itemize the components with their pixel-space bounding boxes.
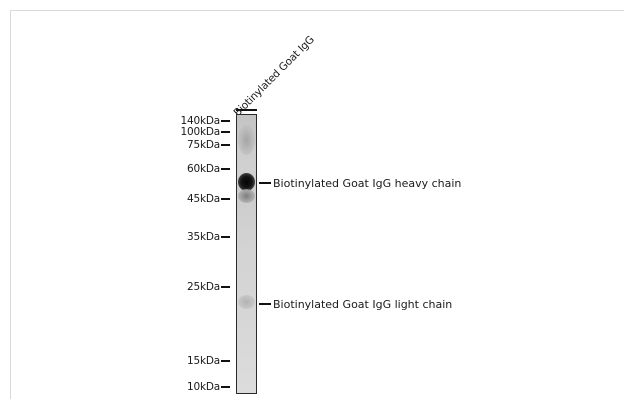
marker-tick xyxy=(221,131,230,133)
marker-label: 45kDa xyxy=(187,193,220,205)
marker-label: 100kDa xyxy=(180,126,221,138)
annotation-pointer xyxy=(259,182,271,184)
heavy-chain-label: Biotinylated Goat IgG heavy chain xyxy=(273,176,462,190)
marker-140kda: 140kDa xyxy=(181,115,230,127)
marker-25kda: 25kDa xyxy=(187,281,230,293)
marker-tick xyxy=(221,120,230,122)
marker-45kda: 45kDa xyxy=(187,193,230,205)
marker-tick xyxy=(221,198,230,200)
marker-tick xyxy=(221,360,230,362)
lane-header-bar xyxy=(236,109,257,111)
marker-35kda: 35kDa xyxy=(187,231,230,243)
marker-tick xyxy=(221,386,230,388)
marker-tick xyxy=(221,236,230,238)
marker-60kda: 60kDa xyxy=(187,163,230,175)
lane-label: Biotinylated Goat IgG xyxy=(231,33,317,120)
marker-10kda: 10kDa xyxy=(187,381,230,393)
marker-label: 140kDa xyxy=(180,115,221,127)
marker-100kda: 100kDa xyxy=(181,126,230,138)
heavy-chain-annotation: Biotinylated Goat IgG heavy chain xyxy=(259,176,461,190)
marker-label: 75kDa xyxy=(187,139,220,151)
light-chain-label: Biotinylated Goat IgG light chain xyxy=(273,297,453,311)
marker-tick xyxy=(221,168,230,170)
marker-label: 15kDa xyxy=(187,355,220,367)
marker-75kda: 75kDa xyxy=(187,139,230,151)
marker-label: 35kDa xyxy=(187,231,220,243)
heavy-chain-smear xyxy=(238,189,255,203)
marker-label: 10kDa xyxy=(187,381,220,393)
marker-tick xyxy=(221,144,230,146)
frame-left-border xyxy=(10,10,11,399)
light-chain-annotation: Biotinylated Goat IgG light chain xyxy=(259,297,452,311)
frame-top-border xyxy=(10,10,624,11)
marker-15kda: 15kDa xyxy=(187,355,230,367)
high-mw-smear-band xyxy=(238,125,255,155)
annotation-pointer xyxy=(259,303,271,305)
blot-lane xyxy=(236,114,257,394)
marker-label: 25kDa xyxy=(187,281,220,293)
light-chain-band xyxy=(238,295,255,309)
marker-tick xyxy=(221,286,230,288)
marker-label: 60kDa xyxy=(187,163,220,175)
heavy-chain-band xyxy=(238,173,255,191)
